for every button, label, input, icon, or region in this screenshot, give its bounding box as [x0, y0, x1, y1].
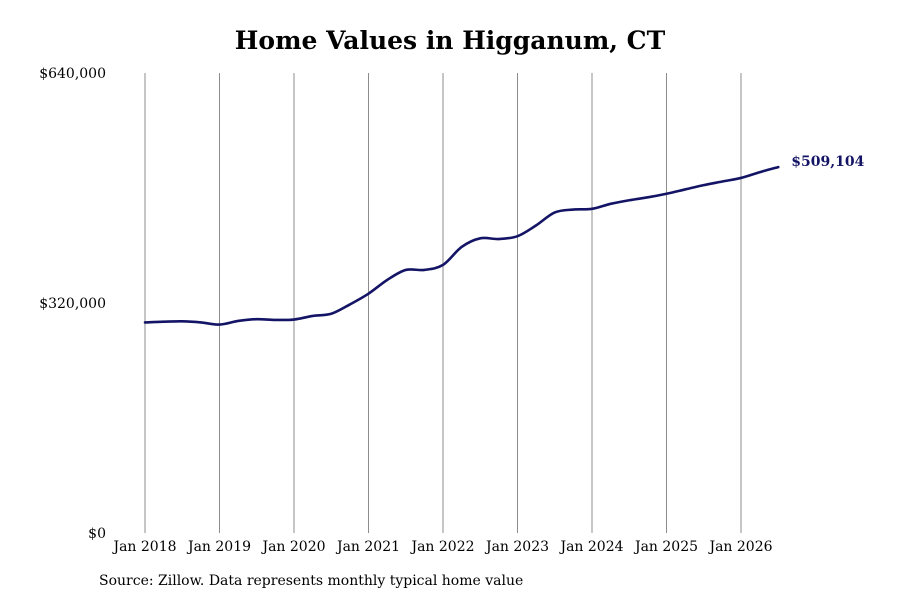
x-tick-label-6: Jan 2024 — [558, 539, 623, 555]
x-tick-label-4: Jan 2022 — [409, 539, 474, 555]
chart-title: Home Values in Higganum, CT — [234, 26, 666, 55]
x-tick-label-7: Jan 2025 — [633, 539, 698, 555]
x-tick-label-0: Jan 2018 — [111, 539, 176, 555]
y-axis-tick-labels: $0 $320,000 $640,000 — [39, 66, 106, 542]
data-labels: $509,104 — [791, 154, 864, 170]
vertical-gridlines — [144, 73, 742, 533]
series-line-0 — [143, 165, 780, 326]
x-axis-tick-labels: Jan 2018 Jan 2019 Jan 2020 Jan 2021 Jan 2022… — [111, 539, 772, 555]
x-tick-label-5: Jan 2023 — [484, 539, 549, 555]
x-tick-label-3: Jan 2021 — [335, 539, 400, 555]
y-tick-label-2: $640,000 — [39, 66, 106, 82]
x-tick-label-8: Jan 2026 — [707, 539, 772, 555]
y-tick-label-1: $320,000 — [39, 296, 106, 312]
end-value-label: $509,104 — [791, 154, 864, 170]
x-tick-label-2: Jan 2020 — [260, 539, 325, 555]
series-lines — [143, 165, 780, 326]
y-tick-label-0: $0 — [88, 526, 106, 542]
x-tick-label-1: Jan 2019 — [186, 539, 251, 555]
source-note: Source: Zillow. Data represents monthly … — [99, 573, 524, 589]
